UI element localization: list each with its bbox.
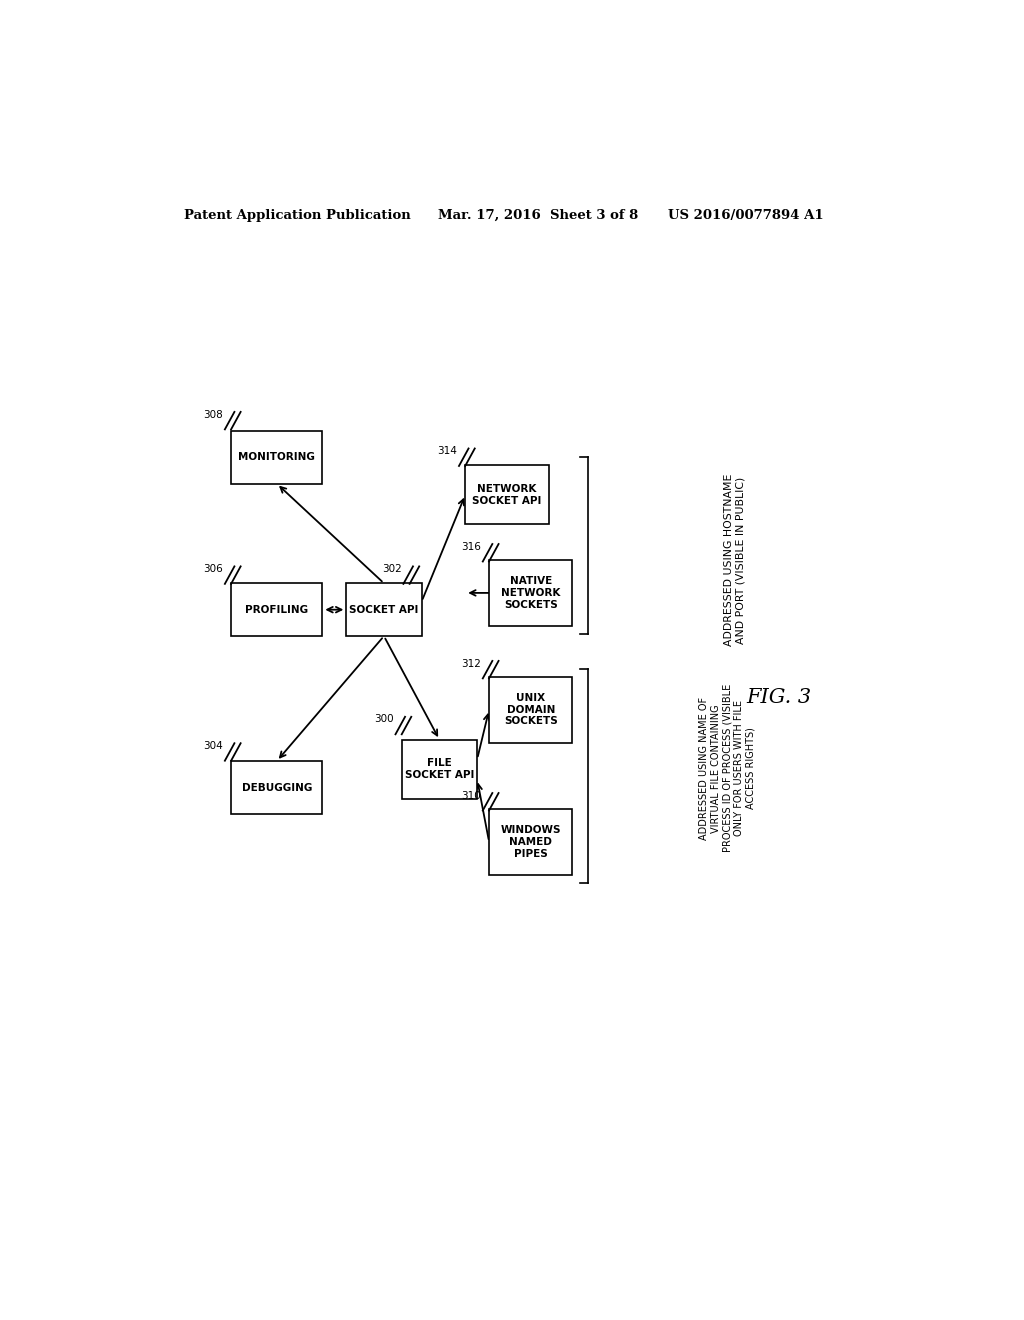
Text: ADDRESSED USING HOSTNAME
AND PORT (VISIBLE IN PUBLIC): ADDRESSED USING HOSTNAME AND PORT (VISIB… [724,474,745,645]
Bar [489,677,572,743]
Text: NETWORK
SOCKET API: NETWORK SOCKET API [472,484,542,506]
Text: Mar. 17, 2016  Sheet 3 of 8: Mar. 17, 2016 Sheet 3 of 8 [437,209,638,222]
Text: ADDRESSED USING NAME OF
VIRTUAL FILE CONTAINING
PROCESS ID OF PROCESS (VISIBLE
O: ADDRESSED USING NAME OF VIRTUAL FILE CON… [699,684,756,853]
Bar [489,560,572,626]
Text: NATIVE
NETWORK
SOCKETS: NATIVE NETWORK SOCKETS [501,577,560,610]
Text: Patent Application Publication: Patent Application Publication [183,209,411,222]
Text: 302: 302 [382,564,401,574]
Text: 300: 300 [374,714,394,725]
Text: 304: 304 [204,741,223,751]
Text: FIG. 3: FIG. 3 [746,688,811,706]
Text: WINDOWS
NAMED
PIPES: WINDOWS NAMED PIPES [501,825,561,858]
Text: MONITORING: MONITORING [239,453,315,462]
Bar [231,583,323,636]
Bar [465,466,549,524]
Text: FILE
SOCKET API: FILE SOCKET API [404,759,474,780]
Text: 316: 316 [461,541,481,552]
Text: PROFILING: PROFILING [245,605,308,615]
Bar [231,762,323,814]
Text: 314: 314 [437,446,458,457]
Bar [489,809,572,875]
Text: 308: 308 [204,409,223,420]
Bar [401,739,477,799]
Text: DEBUGGING: DEBUGGING [242,783,312,792]
Text: 306: 306 [204,564,223,574]
Text: UNIX
DOMAIN
SOCKETS: UNIX DOMAIN SOCKETS [504,693,558,726]
Bar [231,430,323,483]
Text: US 2016/0077894 A1: US 2016/0077894 A1 [668,209,823,222]
Bar [346,583,422,636]
Text: 310: 310 [462,791,481,801]
Text: 312: 312 [461,659,481,668]
Text: SOCKET API: SOCKET API [349,605,419,615]
